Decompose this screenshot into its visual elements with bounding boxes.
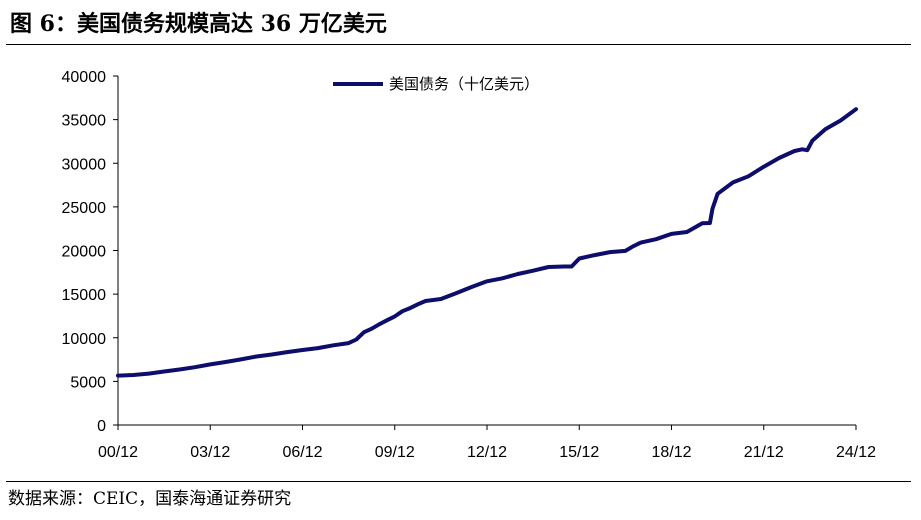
- x-tick-label: 18/12: [651, 444, 691, 461]
- x-tick-label: 09/12: [375, 444, 415, 461]
- y-tick-label: 10000: [62, 331, 107, 348]
- y-tick-label: 25000: [62, 200, 107, 217]
- y-tick-label: 0: [97, 418, 106, 435]
- y-tick-label: 20000: [62, 244, 107, 261]
- series-line: [116, 107, 858, 378]
- y-axis: 0 5000 10000 15000 20000 25000 30000 35000 40000: [62, 69, 119, 435]
- source-rule: [6, 481, 911, 482]
- x-tick-label: 24/12: [836, 444, 876, 461]
- y-tick-label: 5000: [70, 374, 106, 391]
- y-tick-label: 40000: [62, 69, 107, 86]
- y-tick-label: 35000: [62, 113, 107, 130]
- x-tick-label: 12/12: [467, 444, 507, 461]
- x-axis: 00/12 03/12 06/12 09/12 12/12 15/12 18/12 21/12…: [98, 424, 876, 461]
- source-note: 数据来源：CEIC，国泰海通证券研究: [8, 489, 292, 509]
- y-tick-label: 15000: [62, 287, 107, 304]
- y-tick-label: 30000: [62, 156, 107, 173]
- title-rule: [6, 44, 911, 45]
- legend-label: 美国债务（十亿美元）: [389, 75, 539, 93]
- x-tick-label: 06/12: [282, 444, 322, 461]
- x-tick-label: 21/12: [744, 444, 784, 461]
- figure-title: 图 6：美国债务规模高达 36 万亿美元: [10, 11, 387, 37]
- series-layer: [116, 107, 858, 378]
- x-tick-label: 00/12: [98, 444, 138, 461]
- x-tick-label: 03/12: [190, 444, 230, 461]
- x-tick-label: 15/12: [559, 444, 599, 461]
- legend: 美国债务（十亿美元）: [333, 75, 539, 93]
